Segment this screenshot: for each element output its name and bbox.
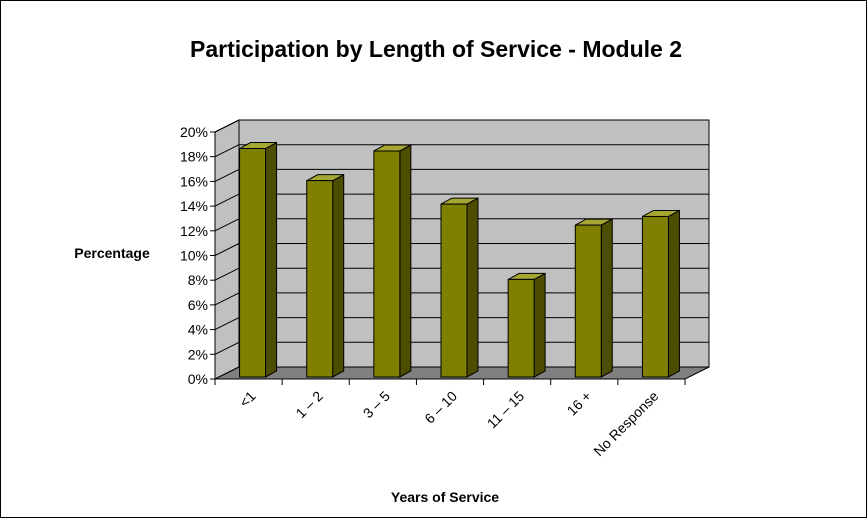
bar <box>306 180 334 378</box>
bar-side <box>265 141 278 378</box>
y-tick-label: 8% <box>188 272 208 288</box>
gridline-side <box>214 267 240 281</box>
gridline-side <box>214 243 240 256</box>
bar-side <box>600 218 613 378</box>
bar <box>507 278 535 378</box>
gridline-side <box>214 317 240 331</box>
gridline-side <box>214 341 240 355</box>
bar <box>574 224 602 378</box>
y-tick-label: 14% <box>180 198 208 214</box>
x-tick-label: 1 – 2 <box>293 388 326 421</box>
gridline-side <box>214 168 240 182</box>
bar <box>239 148 267 378</box>
y-axis-title: Percentage <box>74 245 150 261</box>
bar-side <box>466 197 479 378</box>
y-tick-label: 16% <box>180 173 208 189</box>
y-tick-label: 18% <box>180 149 208 165</box>
x-tick-label: 6 – 10 <box>421 388 460 427</box>
x-tick-label: 16 + <box>564 388 595 419</box>
x-tick-label: No Response <box>590 388 661 459</box>
gridline-side <box>214 144 240 158</box>
bar-side <box>667 209 680 378</box>
gridline-side <box>214 218 240 232</box>
y-tick-label: 4% <box>188 322 208 338</box>
y-tick-label: 0% <box>188 371 208 387</box>
bar-side <box>332 173 345 378</box>
y-tick-label: 10% <box>180 248 208 264</box>
chart-title: Participation by Length of Service - Mod… <box>190 36 682 62</box>
x-axis-title: Years of Service <box>391 489 499 505</box>
gridline-side <box>214 292 240 306</box>
x-tick-label: 11 – 15 <box>484 388 528 432</box>
y-tick-label: 12% <box>180 223 208 239</box>
bar-side <box>533 272 546 378</box>
gridline-side <box>214 193 240 207</box>
x-tick-label: <1 <box>236 388 259 411</box>
bar <box>440 203 468 378</box>
bar <box>373 150 401 378</box>
y-tick-label: 2% <box>188 346 208 362</box>
bar <box>641 215 669 378</box>
x-tick-label: 3 – 5 <box>360 388 393 421</box>
bar-side <box>399 144 412 378</box>
gridline-side <box>214 119 240 133</box>
y-tick-label: 20% <box>180 124 208 140</box>
plot-area: 0% 2% 4% 6% 8% 10% 12% 14% 16% 18% 20% <1 1 – 2 3 – 5… <box>180 119 710 459</box>
y-tick-label: 6% <box>188 297 208 313</box>
